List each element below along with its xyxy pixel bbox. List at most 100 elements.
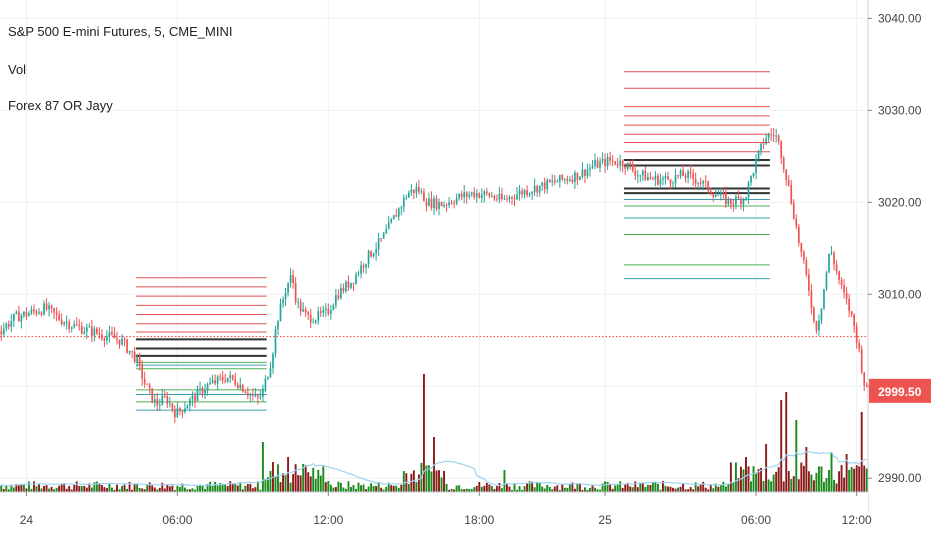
volume-bar — [342, 487, 345, 492]
volume-bar — [289, 482, 292, 492]
candle-body — [815, 321, 818, 331]
candle-body — [362, 265, 365, 268]
candle-body — [103, 338, 106, 341]
volume-bar — [835, 483, 838, 492]
price-axis[interactable]: 3040.003030.003020.003010.003000.002990.… — [867, 0, 932, 550]
candle-body — [865, 385, 868, 387]
candle-body — [828, 254, 830, 273]
candle-body — [709, 190, 712, 194]
candle-body — [566, 179, 569, 181]
volume-bar — [435, 470, 438, 492]
candle-body — [702, 181, 705, 184]
opening-range-indicator-label[interactable]: Forex 87 OR Jayy — [8, 98, 113, 113]
candle-body — [506, 198, 508, 200]
candle-body — [692, 173, 694, 179]
volume-bar — [659, 489, 662, 492]
time-axis[interactable]: 24 06:00 12:00 18:00 25 06:00 12:00 — [0, 491, 872, 550]
candle-body — [136, 356, 138, 363]
volume-bar — [80, 486, 83, 492]
candle-body — [171, 403, 174, 410]
volume-bar — [136, 484, 139, 492]
volume-bar — [709, 484, 712, 492]
volume-bar — [319, 475, 322, 492]
volume-bar — [12, 487, 15, 492]
candle-body — [151, 388, 154, 403]
candle-body — [23, 311, 25, 316]
candle-body — [194, 395, 196, 401]
candle-body — [556, 181, 559, 183]
volume-bar — [236, 485, 239, 492]
volume-bar — [513, 483, 516, 492]
volume-bar — [211, 485, 214, 492]
candle-body — [785, 169, 788, 180]
candle-body — [541, 182, 544, 186]
candle-body — [239, 384, 242, 389]
volume-bar — [443, 470, 446, 492]
candle-body — [420, 191, 423, 193]
volume-bar — [428, 465, 430, 492]
volume-bar — [266, 477, 269, 492]
volume-bar — [704, 487, 707, 492]
volume-bar — [214, 482, 217, 492]
candle-body — [53, 308, 55, 313]
symbol-title[interactable]: S&P 500 E-mini Futures, 5, CME_MINI — [8, 24, 233, 39]
volume-bar — [88, 483, 91, 492]
candle-body — [838, 271, 840, 281]
candle-body — [463, 192, 466, 198]
volume-bar — [188, 489, 191, 492]
candle-body — [428, 198, 430, 206]
candle-body — [697, 182, 700, 184]
volume-bar — [641, 483, 644, 492]
candle-body — [631, 164, 634, 171]
volume-bar — [775, 471, 778, 492]
time-tick-label: 06:00 — [741, 513, 771, 527]
candle-body — [820, 308, 823, 321]
candle-body — [730, 198, 732, 204]
volume-bar — [737, 478, 740, 492]
candle-body — [518, 190, 521, 195]
candle-body — [591, 166, 594, 168]
candle-body — [712, 193, 715, 197]
volume-bar — [264, 478, 267, 492]
volume-bar — [475, 485, 478, 492]
volume-bar — [337, 481, 340, 492]
volume-bar — [448, 489, 451, 492]
candle-body — [262, 388, 264, 397]
volume-bar — [269, 470, 272, 492]
candle-body — [440, 201, 443, 207]
candle-body — [287, 282, 289, 294]
candle-body — [574, 172, 576, 183]
volume-bar — [850, 467, 853, 492]
candle-body — [397, 208, 400, 217]
volume-bar — [833, 479, 835, 492]
volume-bar — [231, 484, 234, 492]
volume-indicator-label[interactable]: Vol — [8, 62, 27, 77]
volume-bar — [609, 483, 612, 492]
volume-bar — [417, 474, 420, 492]
volume-bar — [410, 473, 413, 492]
candle-body — [216, 376, 219, 384]
candle-body — [624, 166, 627, 169]
candle-body — [843, 285, 845, 293]
volume-bar — [583, 487, 586, 492]
candle-body — [669, 179, 672, 184]
volume-bar — [199, 485, 201, 492]
volume-bar — [352, 484, 355, 492]
volume-bar — [206, 484, 209, 492]
candle-body — [755, 158, 757, 174]
candle-body — [28, 313, 30, 317]
candle-body — [667, 176, 669, 180]
volume-bar — [478, 481, 481, 492]
price-axis-bg — [869, 0, 932, 550]
candle-body — [513, 198, 516, 200]
candle-body — [68, 322, 71, 329]
candle-body — [719, 192, 722, 196]
volume-bar — [382, 489, 385, 492]
volume-bar — [75, 481, 78, 492]
volume-bar — [672, 487, 674, 492]
volume-bar — [674, 488, 677, 492]
volume-bar — [108, 483, 111, 492]
candle-body — [483, 191, 486, 196]
candle-body — [121, 338, 123, 345]
